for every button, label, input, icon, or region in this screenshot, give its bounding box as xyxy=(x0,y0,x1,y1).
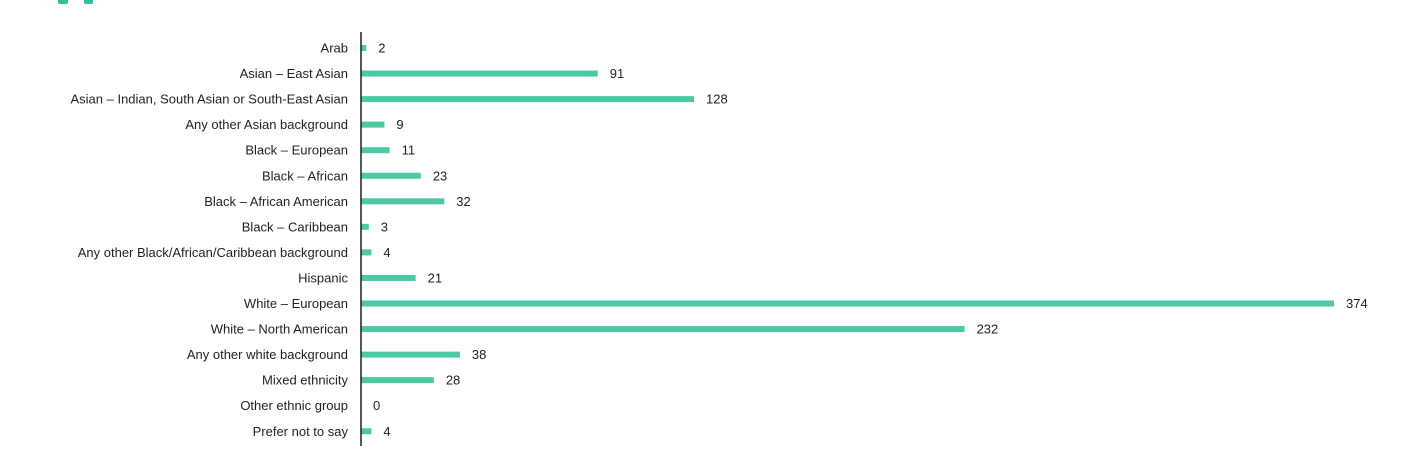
category-label: Other ethnic group xyxy=(240,398,348,413)
bar xyxy=(361,70,598,77)
bar xyxy=(361,249,372,256)
value-label: 0 xyxy=(373,398,380,413)
category-label: Any other white background xyxy=(187,347,348,362)
value-label: 4 xyxy=(383,424,390,439)
value-label: 128 xyxy=(706,92,728,107)
category-labels-group: Arab Asian – East Asian Asian – Indian, So… xyxy=(70,41,348,439)
category-label: Mixed ethnicity xyxy=(262,373,348,388)
value-label: 11 xyxy=(402,143,416,158)
category-label: Asian – East Asian xyxy=(240,66,348,81)
value-label: 9 xyxy=(396,117,403,132)
category-label: Hispanic xyxy=(298,270,348,285)
value-label: 232 xyxy=(977,322,999,337)
category-label: Any other Asian background xyxy=(185,117,348,132)
value-label: 28 xyxy=(446,373,460,388)
bar xyxy=(361,300,1334,307)
value-label: 91 xyxy=(610,66,624,81)
bar xyxy=(361,274,416,281)
category-label: Black – Caribbean xyxy=(242,219,348,234)
title-glyph-fragment xyxy=(84,0,93,4)
category-label: Black – African xyxy=(262,168,348,183)
bar xyxy=(361,223,369,230)
value-label: 38 xyxy=(472,347,486,362)
value-label: 4 xyxy=(383,245,390,260)
category-label: Asian – Indian, South Asian or South-Eas… xyxy=(70,92,348,107)
bars-group xyxy=(361,45,1334,435)
bar xyxy=(361,377,434,384)
title-fragment xyxy=(0,0,110,6)
bar xyxy=(361,326,965,333)
value-label: 3 xyxy=(381,219,388,234)
value-label: 23 xyxy=(433,168,447,183)
bar xyxy=(361,96,695,103)
category-label: Black – African American xyxy=(204,194,348,209)
bar xyxy=(361,147,390,154)
value-label: 21 xyxy=(428,270,442,285)
bar xyxy=(361,172,421,179)
category-label: Any other Black/African/Caribbean backgr… xyxy=(78,245,348,260)
category-label: Prefer not to say xyxy=(253,424,349,439)
category-label: White – European xyxy=(244,296,348,311)
bar xyxy=(361,45,367,51)
value-label: 374 xyxy=(1346,296,1368,311)
bar xyxy=(361,428,372,435)
bar xyxy=(361,121,385,128)
category-label: Black – European xyxy=(245,143,348,158)
title-glyph-fragment xyxy=(58,0,68,4)
category-label: White – North American xyxy=(211,322,348,337)
category-label: Arab xyxy=(321,41,348,56)
bar xyxy=(361,198,445,205)
value-label: 2 xyxy=(378,41,385,56)
value-label: 32 xyxy=(456,194,470,209)
bar xyxy=(361,351,460,358)
